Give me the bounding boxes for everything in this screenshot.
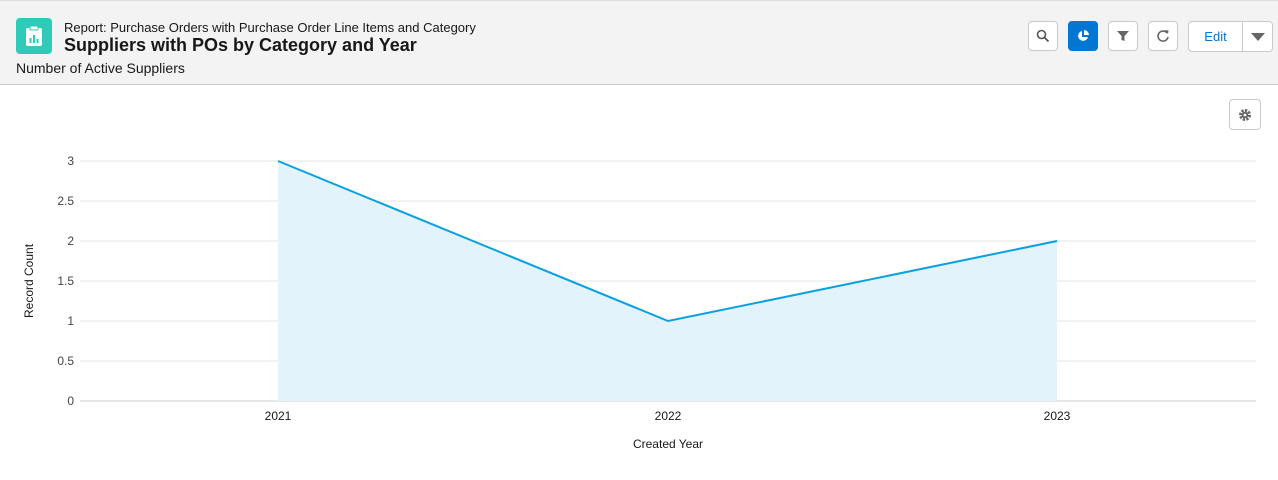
filter-icon [1117,31,1129,41]
chart-settings-button[interactable] [1229,99,1261,130]
page-subtitle: Number of Active Suppliers [16,60,185,76]
y-axis-label: Record Count [22,243,36,318]
y-tick-label: 0.5 [57,354,74,368]
page-title: Suppliers with POs by Category and Year [64,35,417,55]
report-header: Report: Purchase Orders with Purchase Or… [0,0,1278,85]
refresh-icon [1157,30,1169,42]
search-button[interactable] [1028,21,1058,51]
x-tick-label: 2022 [655,409,682,423]
y-tick-label: 2.5 [57,194,74,208]
chart-icon [1078,30,1089,41]
edit-button[interactable]: Edit [1189,22,1243,51]
y-tick-label: 2 [67,234,74,248]
report-type: Report: Purchase Orders with Purchase Or… [64,20,476,35]
gear-icon [1239,108,1251,121]
y-tick-label: 1 [67,314,74,328]
more-actions-button[interactable] [1243,22,1272,51]
chevron-down-icon [1250,32,1265,41]
x-axis-label: Created Year [633,437,703,451]
series-line [277,160,1058,323]
x-tick-label: 2023 [1044,409,1071,423]
area-fill [278,161,1057,401]
y-tick-label: 1.5 [57,274,74,288]
chart-toggle-button[interactable] [1068,21,1098,51]
y-tick-label: 0 [67,394,74,408]
report-icon [16,18,52,54]
edit-button-group: Edit [1188,21,1273,52]
filter-button[interactable] [1108,21,1138,51]
y-tick-label: 3 [67,154,74,168]
x-tick-label: 2021 [265,409,292,423]
search-icon [1036,29,1050,43]
refresh-button[interactable] [1148,21,1178,51]
